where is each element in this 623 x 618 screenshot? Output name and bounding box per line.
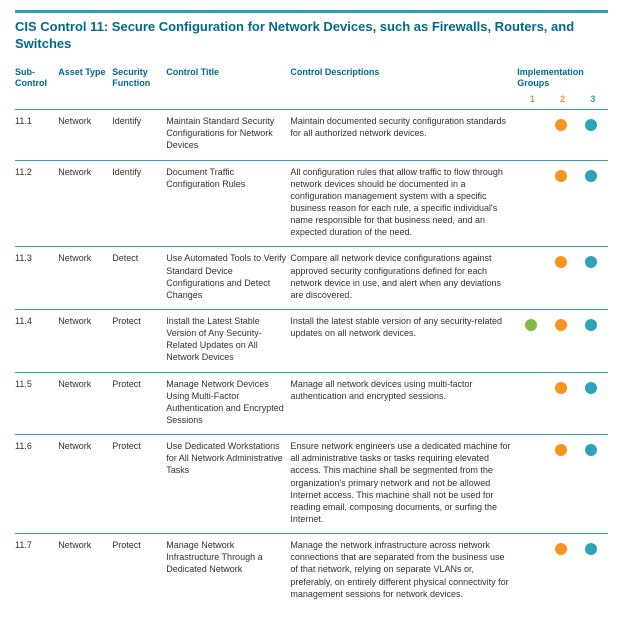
group-3-dot-icon: [585, 319, 597, 331]
cell-sub-control: 11.2: [15, 160, 58, 247]
cell-group-1: [517, 435, 547, 534]
group-2-label: 2: [547, 92, 577, 109]
controls-table: Sub-Control Asset Type Security Function…: [15, 63, 608, 608]
group-3-dot-icon: [585, 256, 597, 268]
cell-control-description: Manage the network infrastructure across…: [290, 534, 517, 608]
cell-control-description: Ensure network engineers use a dedicated…: [290, 435, 517, 534]
cell-group-3: [578, 372, 608, 435]
cell-control-title: Manage Network Infrastructure Through a …: [166, 534, 290, 608]
cell-group-2: [547, 534, 577, 608]
col-implementation-groups: Implementation Groups: [517, 63, 608, 93]
cell-group-3: [578, 247, 608, 310]
cell-security-function: Protect: [112, 534, 166, 608]
col-security-function: Security Function: [112, 63, 166, 93]
group-2-dot-icon: [555, 382, 567, 394]
group-2-dot-icon: [555, 170, 567, 182]
table-row: 11.5NetworkProtectManage Network Devices…: [15, 372, 608, 435]
group-3-dot-icon: [585, 382, 597, 394]
cell-security-function: Identify: [112, 160, 166, 247]
group-3-dot-icon: [585, 119, 597, 131]
cell-group-3: [578, 534, 608, 608]
col-control-descriptions: Control Descriptions: [290, 63, 517, 93]
table-row: 11.6NetworkProtectUse Dedicated Workstat…: [15, 435, 608, 534]
group-2-dot-icon: [555, 256, 567, 268]
top-accent-bar: [15, 10, 608, 13]
cell-group-2: [547, 372, 577, 435]
cell-sub-control: 11.1: [15, 110, 58, 160]
group-2-dot-icon: [555, 543, 567, 555]
cell-group-1: [517, 110, 547, 160]
cell-group-3: [578, 435, 608, 534]
cell-control-description: All configuration rules that allow traff…: [290, 160, 517, 247]
cell-group-2: [547, 160, 577, 247]
table-row: 11.4NetworkProtectInstall the Latest Sta…: [15, 310, 608, 373]
group-3-dot-icon: [585, 444, 597, 456]
table-row: 11.7NetworkProtectManage Network Infrast…: [15, 534, 608, 608]
cell-control-title: Maintain Standard Security Configuration…: [166, 110, 290, 160]
cell-sub-control: 11.4: [15, 310, 58, 373]
group-1-label: 1: [517, 92, 547, 109]
cell-asset-type: Network: [58, 435, 112, 534]
cell-security-function: Protect: [112, 372, 166, 435]
group-1-dot-icon: [525, 319, 537, 331]
cell-asset-type: Network: [58, 110, 112, 160]
cell-asset-type: Network: [58, 247, 112, 310]
cell-group-2: [547, 110, 577, 160]
cell-control-title: Use Automated Tools to Verify Standard D…: [166, 247, 290, 310]
col-asset-type: Asset Type: [58, 63, 112, 93]
header-row: Sub-Control Asset Type Security Function…: [15, 63, 608, 93]
cell-control-description: Install the latest stable version of any…: [290, 310, 517, 373]
cell-control-title: Use Dedicated Workstations for All Netwo…: [166, 435, 290, 534]
cell-group-2: [547, 310, 577, 373]
cell-group-2: [547, 435, 577, 534]
cell-sub-control: 11.7: [15, 534, 58, 608]
cell-control-title: Document Traffic Configuration Rules: [166, 160, 290, 247]
table-row: 11.1NetworkIdentifyMaintain Standard Sec…: [15, 110, 608, 160]
cell-group-1: [517, 310, 547, 373]
cell-security-function: Detect: [112, 247, 166, 310]
group-2-dot-icon: [555, 319, 567, 331]
cell-asset-type: Network: [58, 160, 112, 247]
cell-sub-control: 11.3: [15, 247, 58, 310]
groups-subheader-row: 1 2 3: [15, 92, 608, 109]
group-3-label: 3: [578, 92, 608, 109]
group-2-dot-icon: [555, 444, 567, 456]
cell-group-1: [517, 534, 547, 608]
page-title: CIS Control 11: Secure Configuration for…: [15, 19, 608, 53]
group-3-dot-icon: [585, 543, 597, 555]
cell-control-title: Install the Latest Stable Version of Any…: [166, 310, 290, 373]
cell-group-3: [578, 160, 608, 247]
cell-security-function: Identify: [112, 110, 166, 160]
cell-group-3: [578, 310, 608, 373]
cell-sub-control: 11.5: [15, 372, 58, 435]
cell-control-description: Manage all network devices using multi-f…: [290, 372, 517, 435]
cell-security-function: Protect: [112, 435, 166, 534]
cell-security-function: Protect: [112, 310, 166, 373]
cell-asset-type: Network: [58, 310, 112, 373]
cell-control-description: Maintain documented security configurati…: [290, 110, 517, 160]
table-row: 11.2NetworkIdentifyDocument Traffic Conf…: [15, 160, 608, 247]
group-2-dot-icon: [555, 119, 567, 131]
cell-group-1: [517, 372, 547, 435]
cell-asset-type: Network: [58, 372, 112, 435]
cell-sub-control: 11.6: [15, 435, 58, 534]
group-3-dot-icon: [585, 170, 597, 182]
cell-control-description: Compare all network device configuration…: [290, 247, 517, 310]
cell-control-title: Manage Network Devices Using Multi-Facto…: [166, 372, 290, 435]
cell-group-1: [517, 160, 547, 247]
col-control-title: Control Title: [166, 63, 290, 93]
cell-group-1: [517, 247, 547, 310]
col-sub-control: Sub-Control: [15, 63, 58, 93]
table-row: 11.3NetworkDetectUse Automated Tools to …: [15, 247, 608, 310]
cell-group-3: [578, 110, 608, 160]
cell-group-2: [547, 247, 577, 310]
table-body: 11.1NetworkIdentifyMaintain Standard Sec…: [15, 110, 608, 608]
cell-asset-type: Network: [58, 534, 112, 608]
